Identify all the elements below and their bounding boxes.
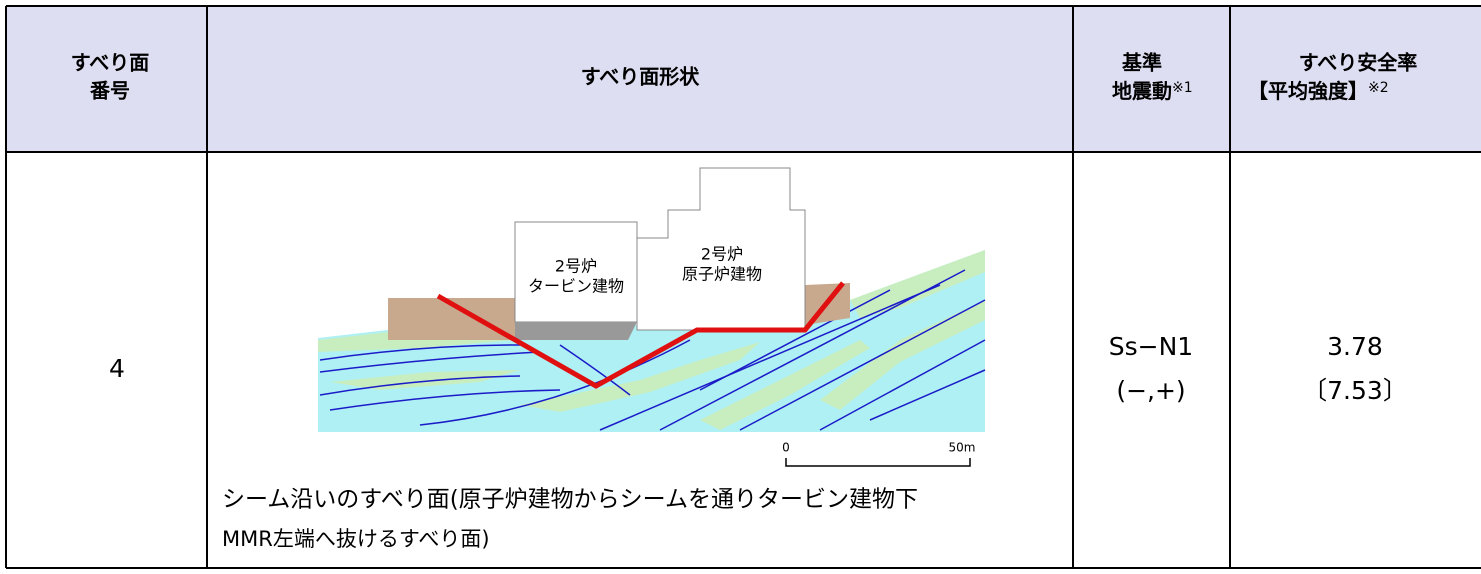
building-label: 2号炉 (555, 257, 597, 276)
seam (559, 344, 631, 396)
header-number: すべり面 (71, 51, 150, 75)
scale-label: 50m (949, 441, 976, 455)
layer (700, 340, 870, 430)
header-ground-motion-text: 地震動 (1112, 79, 1172, 103)
caption: MMR左端へ抜けるすべり面) (222, 527, 490, 551)
layer (330, 370, 520, 390)
header-shape: すべり面形状 (581, 65, 701, 89)
header-ground-motion: 基準 (1122, 51, 1162, 75)
header-background (6, 6, 1481, 152)
seam (319, 344, 521, 361)
seam (659, 269, 966, 431)
caption: シーム沿いのすべり面(原子炉建物からシームを通りタービン建物下 (222, 487, 918, 513)
scale-bar (785, 458, 971, 467)
header-note: ※1 (1172, 80, 1193, 96)
building-label: タービン建物 (528, 277, 624, 296)
ground (318, 250, 985, 432)
seam (329, 389, 561, 411)
header-ground-motion: 地震動※1 (1112, 79, 1193, 103)
layer (520, 342, 760, 412)
seam (699, 289, 891, 391)
layer (850, 250, 985, 318)
slip-surface (436, 281, 845, 389)
turbine-building (514, 221, 638, 323)
seam (319, 375, 521, 396)
header-note: ※2 (1368, 80, 1389, 96)
seam (869, 369, 986, 421)
ground-motion: Ss−N1 (1109, 332, 1193, 361)
seam (599, 284, 941, 431)
building-label: 2号炉 (701, 245, 743, 264)
scale-label: 0 (782, 441, 790, 455)
table-borders (5, 5, 1481, 569)
header-number: 番号 (89, 79, 130, 103)
mmr (515, 322, 637, 340)
seam (739, 299, 986, 431)
ground-motion: (−,+) (1116, 376, 1185, 405)
safety-factor: 〔7.53〕 (1302, 376, 1408, 405)
seams (319, 269, 986, 431)
seam (819, 339, 986, 431)
row-number: 4 (109, 354, 125, 383)
layer (820, 300, 985, 410)
header-safety-factor: 【平均強度】※2 (1248, 79, 1389, 103)
building-label: 原子炉建物 (682, 265, 762, 284)
header-safety-factor-text: 【平均強度】 (1248, 79, 1368, 103)
safety-factor: 3.78 (1327, 332, 1383, 361)
seam (319, 351, 541, 373)
slip-surface-diagram: 2号炉 タービン建物 2号炉 原子炉建物 0 50m (318, 167, 986, 467)
header-safety-factor: すべり安全率 (1299, 51, 1418, 75)
seam (419, 339, 691, 426)
